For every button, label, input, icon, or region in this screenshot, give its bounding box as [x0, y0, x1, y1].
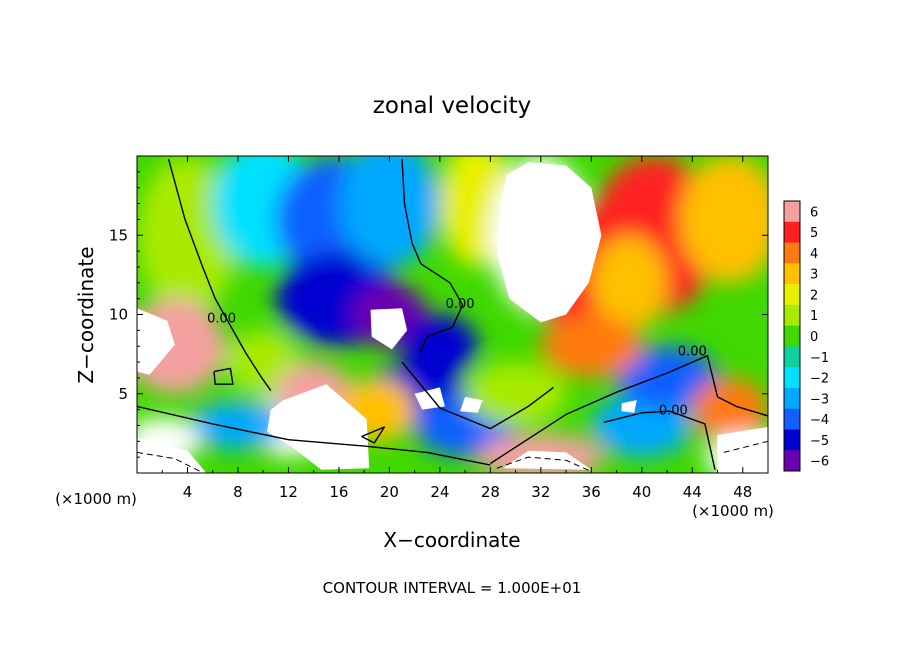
x-tick-label-36: 36	[582, 483, 601, 501]
zero-contour-6	[361, 426, 386, 444]
colorbar-frame	[783, 200, 801, 472]
colorbar: 6 5 4 3 2 1 0 −1 −2 −3 −4 −5 −6	[783, 200, 829, 472]
contour-labels: 0.00 0.00 0.00 0.00	[207, 297, 707, 418]
colorbar-label-7: −1	[810, 351, 829, 366]
contour-label-0: 0.00	[207, 311, 236, 326]
x-tick-label-4: 4	[183, 483, 193, 501]
zero-contour-5	[401, 361, 554, 430]
colorbar-swatch-3	[784, 263, 800, 285]
colorbar-label-4: 2	[810, 288, 818, 303]
white-region-0	[496, 162, 602, 323]
x-tick-label-40: 40	[632, 483, 651, 501]
field-blob-28	[540, 314, 642, 378]
white-region-9	[621, 400, 637, 413]
x-tick-label-20: 20	[380, 483, 399, 501]
contour-label-3: 0.00	[659, 403, 688, 418]
colorbar-swatch-6	[784, 325, 800, 347]
y-axis-label: Z−coordinate	[74, 246, 98, 383]
y-axis-ticks: 5 10 15	[109, 171, 768, 458]
negative-contour-0	[137, 451, 201, 472]
white-region-4	[503, 450, 592, 470]
chart-title: zonal velocity	[373, 93, 531, 119]
colorbar-label-3: 3	[810, 268, 818, 283]
colorbar-swatch-1	[784, 221, 800, 244]
field-blob-11	[591, 235, 668, 331]
colorbar-label-11: −5	[810, 434, 829, 449]
colorbar-label-5: 1	[810, 309, 818, 324]
x-unit-right: (×1000 m)	[692, 502, 774, 520]
colorbar-label-6: 0	[810, 330, 818, 345]
white-region-8	[460, 396, 483, 413]
plot-area: 0.00 0.00 0.00 0.00	[137, 156, 768, 473]
colorbar-label-12: −6	[810, 455, 829, 470]
x-tick-label-48: 48	[733, 483, 752, 501]
colorbar-label-8: −2	[810, 372, 829, 387]
colorbar-swatch-8	[784, 367, 800, 389]
white-region-2	[267, 384, 370, 470]
zero-contour-3	[490, 355, 768, 465]
white-regions	[137, 162, 768, 473]
colorbar-swatch-10	[784, 408, 800, 430]
colorbar-swatch-0	[784, 201, 800, 223]
x-tick-label-28: 28	[481, 483, 500, 501]
colorbar-swatch-5	[784, 304, 800, 327]
field-blob-21	[591, 393, 693, 458]
field-blob-4	[338, 156, 440, 267]
colorbar-label-9: −3	[810, 392, 829, 407]
y-tick-label-10: 10	[109, 306, 128, 324]
colorbar-swatch-7	[784, 346, 800, 368]
white-region-3	[137, 308, 175, 375]
contour-label-1: 0.00	[446, 297, 475, 312]
zero-contour-2	[137, 405, 491, 466]
colorbar-label-10: −4	[810, 413, 829, 428]
colorbar-swatch-4	[784, 284, 800, 306]
x-tick-label-24: 24	[430, 483, 449, 501]
x-tick-label-16: 16	[329, 483, 348, 501]
colorbar-swatch-9	[784, 387, 800, 410]
y-tick-label-5: 5	[118, 385, 128, 403]
x-unit-left: (×1000 m)	[55, 490, 137, 508]
y-tick-label-15: 15	[109, 226, 128, 244]
field-blob-27	[402, 314, 478, 378]
x-tick-label-8: 8	[233, 483, 243, 501]
field-blob-0	[137, 156, 238, 315]
x-tick-label-12: 12	[279, 483, 298, 501]
field-blob-19	[465, 362, 567, 426]
x-axis-ticks: 4 8 12 16 20 24 28 32 36 40 44 48	[161, 156, 752, 501]
contour-interval-note: CONTOUR INTERVAL = 1.000E+01	[323, 579, 582, 597]
field-blob-25	[187, 401, 289, 450]
colorbar-label-1: 5	[810, 226, 818, 241]
zero-contour-7	[213, 367, 234, 385]
x-tick-label-44: 44	[683, 483, 702, 501]
zero-contour-4	[603, 410, 716, 470]
zero-contour-1	[401, 159, 464, 353]
field-blob-23	[692, 377, 768, 442]
white-region-1	[370, 308, 408, 350]
white-region-5	[717, 427, 768, 473]
colorbar-swatch-11	[784, 429, 800, 451]
colorbar-label-2: 4	[810, 247, 818, 262]
colorbar-swatch-12	[784, 450, 800, 472]
white-region-6	[137, 438, 207, 473]
contour-label-2: 0.00	[678, 345, 707, 360]
x-tick-label-32: 32	[531, 483, 550, 501]
negative-contour-1	[496, 456, 592, 472]
colorbar-label-0: 6	[810, 205, 818, 220]
field-blob-12	[679, 156, 768, 283]
contour-lines	[137, 159, 768, 472]
zero-contour-0	[167, 159, 272, 392]
colorbar-swatch-2	[784, 242, 800, 264]
x-axis-label: X−coordinate	[383, 528, 520, 552]
